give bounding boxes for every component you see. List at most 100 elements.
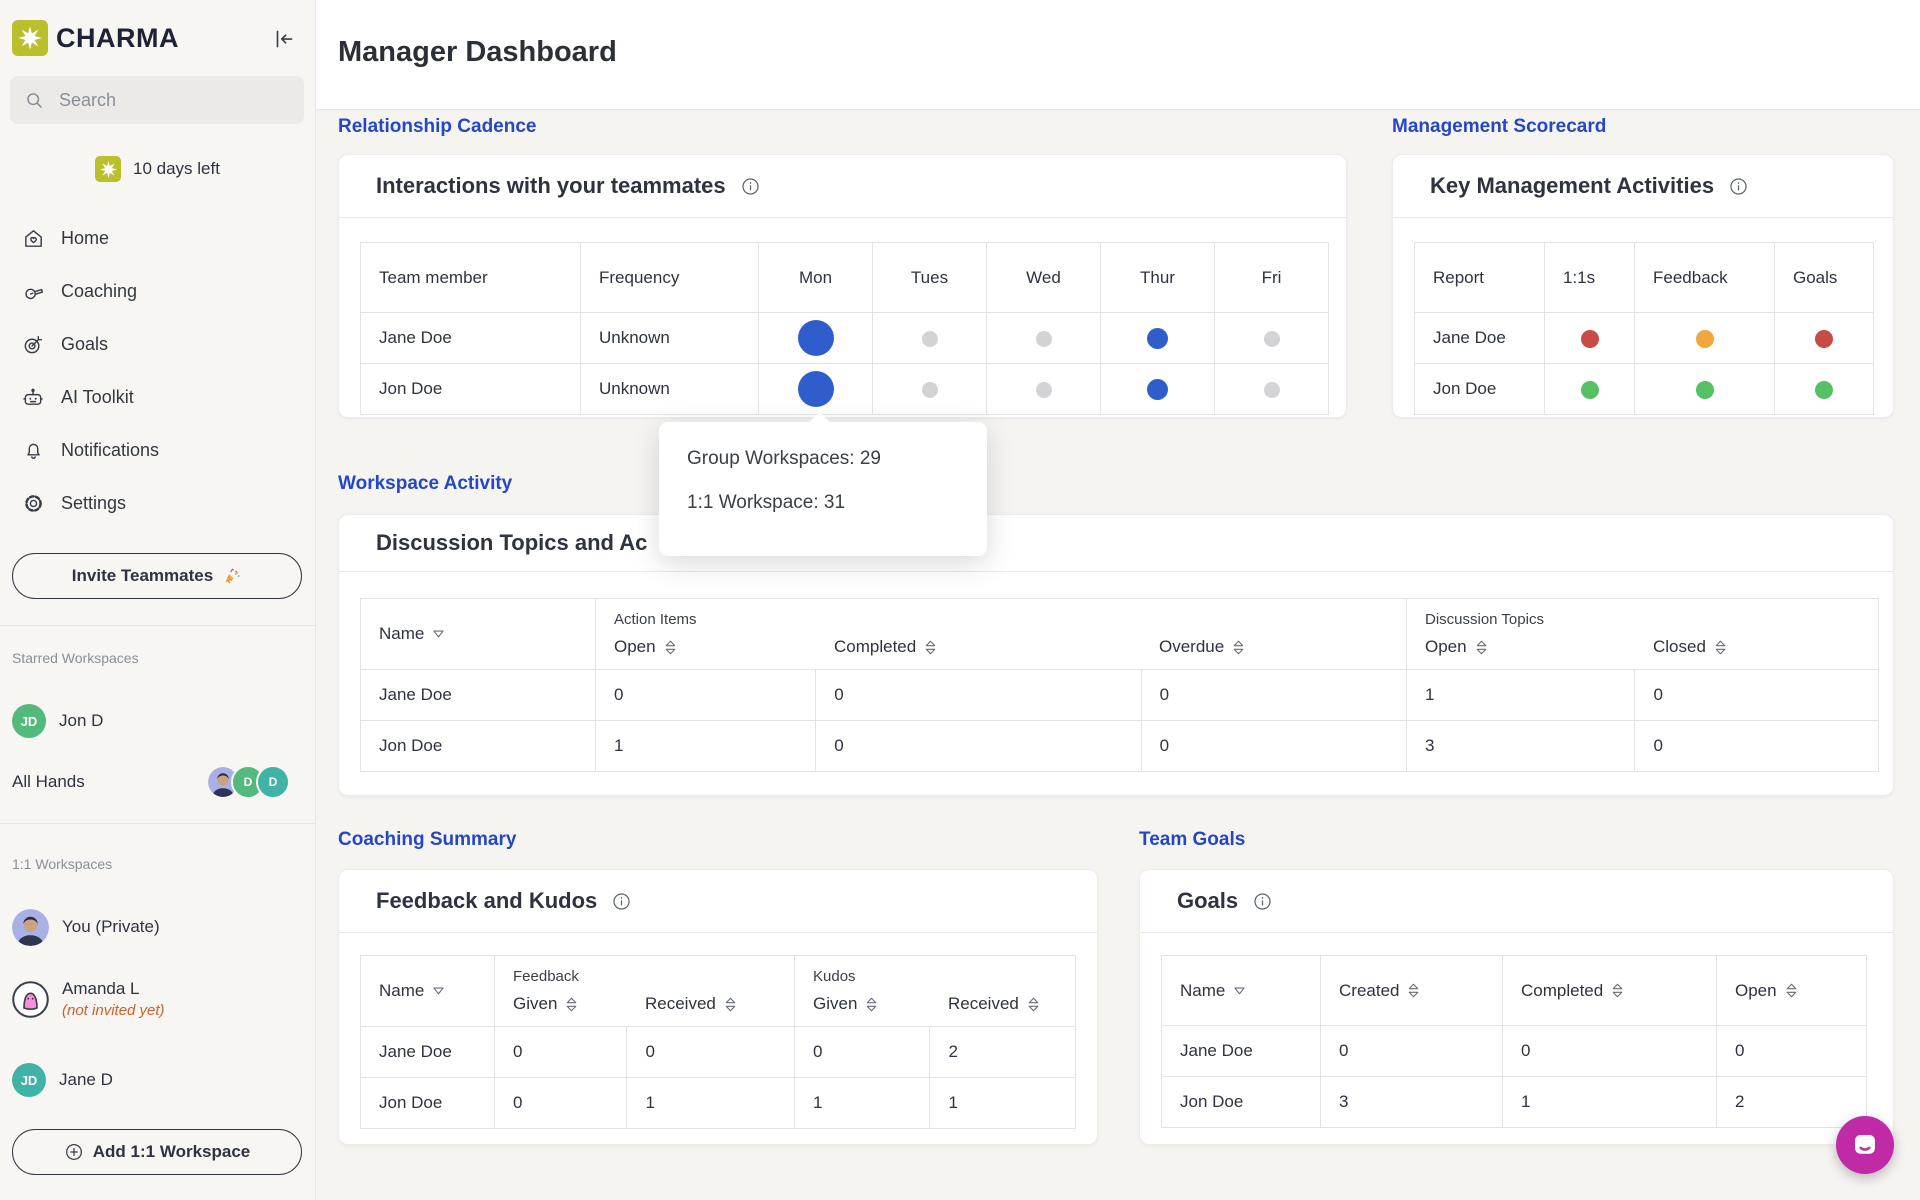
one-on-one-workspaces-heading: 1:1 Workspaces (12, 856, 112, 872)
sort-column-kudos-received[interactable]: Received (948, 994, 1075, 1014)
group-label: Kudos (813, 968, 930, 985)
info-icon[interactable] (1252, 891, 1273, 912)
card-title-row: Key Management Activities (1393, 155, 1893, 218)
workspace-item-jane-d[interactable]: JD Jane D (0, 1060, 315, 1100)
info-icon[interactable] (740, 176, 761, 197)
sort-column-feedback-received[interactable]: Received (645, 994, 794, 1014)
sort-column-discussion-topics-closed[interactable]: Closed (1653, 637, 1878, 657)
sort-column-action-items-completed[interactable]: Completed (834, 637, 1141, 657)
card-title: Key Management Activities (1430, 173, 1714, 199)
cell-value: 0 (816, 721, 1141, 772)
status-dot-red (1581, 330, 1599, 348)
sort-icon (866, 997, 877, 1012)
brand-name: CHARMA (56, 23, 179, 54)
cell-name: Jane Doe (1162, 1026, 1321, 1077)
column-header-name[interactable]: Name (361, 956, 495, 1027)
party-popper-icon (222, 566, 242, 586)
workspace-name: Jane D (59, 1070, 113, 1090)
card-title-row: Discussion Topics and Ac (339, 515, 1893, 572)
interaction-dot-tues[interactable] (922, 382, 938, 398)
cell-feedback (1635, 364, 1775, 415)
column-header-created[interactable]: Created (1321, 956, 1503, 1026)
cell-1-1s (1545, 364, 1635, 415)
invite-teammates-button[interactable]: Invite Teammates (12, 553, 302, 599)
interaction-dot-fri[interactable] (1264, 382, 1280, 398)
discussion-topics-card: Discussion Topics and Ac NameAction Item… (338, 514, 1894, 796)
info-icon[interactable] (1728, 176, 1749, 197)
interaction-dot-mon[interactable] (798, 320, 834, 356)
column-header-wed: Wed (987, 243, 1101, 313)
cell-value: 2 (930, 1027, 1076, 1078)
feedback-kudos-card: Feedback and Kudos NameFeedbackGiven Rec… (338, 869, 1098, 1145)
sort-column-discussion-topics-open[interactable]: Open (1425, 637, 1635, 657)
workspace-item-you-private[interactable]: You (Private) (0, 907, 315, 947)
sort-column-kudos-given[interactable]: Given (813, 994, 930, 1014)
cell-value: 0 (627, 1027, 795, 1078)
collapse-sidebar-button[interactable] (268, 24, 300, 56)
add-one-on-one-workspace-button[interactable]: Add 1:1 Workspace (12, 1129, 302, 1175)
interaction-dot-thur[interactable] (1147, 328, 1168, 349)
info-icon[interactable] (611, 891, 632, 912)
column-header-name[interactable]: Name (361, 599, 596, 670)
column-group-kudos: Kudos Given Received (795, 956, 1076, 1027)
column-header-thur: Thur (1101, 243, 1215, 313)
sort-column-action-items-overdue[interactable]: Overdue (1159, 637, 1406, 657)
cell-value: 1 (930, 1078, 1076, 1129)
chat-launcher-button[interactable] (1836, 1116, 1894, 1174)
discussion-table: NameAction ItemsOpen Completed OverdueDi… (360, 598, 1879, 772)
scorecard-table: Report1:1sFeedbackGoalsJane DoeJon Doe (1414, 242, 1874, 415)
column-header-team-member: Team member (361, 243, 581, 313)
interaction-dot-wed[interactable] (1036, 382, 1052, 398)
interaction-dot-wed[interactable] (1036, 331, 1052, 347)
filter-down-icon (433, 987, 444, 995)
interaction-dot-fri[interactable] (1264, 331, 1280, 347)
workspace-item-amanda-l[interactable]: Amanda L (not invited yet) (0, 975, 315, 1023)
column-group-feedback: Feedback Given Received (495, 956, 795, 1027)
cell-day-tues (873, 364, 987, 415)
sidebar-item-notifications[interactable]: Notifications (0, 424, 315, 477)
interaction-dot-mon[interactable] (798, 371, 834, 407)
workspace-item-all-hands[interactable]: All Hands D D (0, 762, 315, 802)
card-title: Interactions with your teammates (376, 173, 726, 199)
section-management-scorecard: Management Scorecard (1392, 116, 1606, 138)
group-label: Feedback (513, 968, 627, 985)
top-bar: Manager Dashboard (316, 0, 1920, 110)
column-header-open[interactable]: Open (1717, 956, 1867, 1026)
main-content: Manager Dashboard Relationship Cadence M… (316, 0, 1920, 1200)
workspace-item-jon-d[interactable]: JD Jon D (0, 701, 315, 741)
table-row: Jon Doe312 (1162, 1077, 1867, 1128)
sidebar-item-goals[interactable]: Goals (0, 318, 315, 371)
sidebar-nav: Home Coaching Goals AI Toolkit Notificat… (0, 212, 315, 530)
column-header-goals: Goals (1775, 243, 1874, 313)
column-header-name[interactable]: Name (1162, 956, 1321, 1026)
cell-goals (1775, 364, 1874, 415)
sidebar-item-ai-toolkit[interactable]: AI Toolkit (0, 371, 315, 424)
column-header-completed[interactable]: Completed (1503, 956, 1717, 1026)
cell-day-mon (759, 364, 873, 415)
cell-name: Jon Doe (1162, 1077, 1321, 1128)
sidebar-item-settings[interactable]: Settings (0, 477, 315, 530)
search-input[interactable] (57, 89, 261, 112)
cell-team-member: Jane Doe (361, 313, 581, 364)
sort-icon (1476, 640, 1487, 655)
page-title: Manager Dashboard (338, 36, 617, 69)
search-box[interactable] (10, 76, 304, 124)
sidebar-item-coaching[interactable]: Coaching (0, 265, 315, 318)
sort-icon (665, 640, 676, 655)
interaction-dot-tues[interactable] (922, 331, 938, 347)
cell-day-fri (1215, 364, 1329, 415)
interactions-card: Interactions with your teammates Team me… (338, 154, 1347, 418)
filter-down-icon (1234, 987, 1245, 995)
sidebar-item-home[interactable]: Home (0, 212, 315, 265)
interaction-dot-thur[interactable] (1147, 379, 1168, 400)
status-dot-green (1696, 381, 1714, 399)
cell-value: 0 (1635, 721, 1879, 772)
brand-logo: CHARMA (12, 20, 179, 56)
blob-avatar (12, 981, 49, 1018)
header-row: NameAction ItemsOpen Completed OverdueDi… (361, 599, 1879, 670)
table-row: Jon Doe0111 (361, 1078, 1076, 1129)
sidebar-item-label: Settings (61, 493, 126, 514)
sort-column-action-items-open[interactable]: Open (614, 637, 816, 657)
goals-card: Goals NameCreatedCompletedOpenJane Doe00… (1139, 869, 1894, 1145)
sort-column-feedback-given[interactable]: Given (513, 994, 627, 1014)
